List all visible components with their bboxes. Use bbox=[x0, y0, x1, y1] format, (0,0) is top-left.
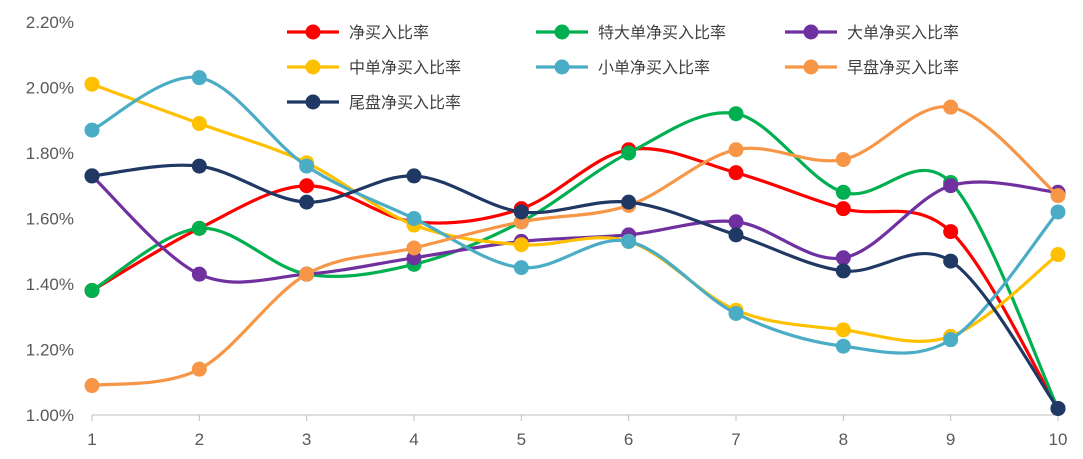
data-point bbox=[406, 211, 422, 226]
data-point bbox=[84, 168, 100, 184]
legend-swatch-marker bbox=[803, 24, 819, 40]
legend-item: 净买入比率 bbox=[287, 23, 429, 42]
y-tick-label: 1.40% bbox=[26, 275, 74, 294]
series-line-4 bbox=[90, 82, 1060, 343]
legend-item: 中单净买入比率 bbox=[287, 58, 461, 77]
data-point bbox=[299, 158, 315, 174]
data-point bbox=[621, 145, 637, 161]
data-point bbox=[728, 165, 744, 181]
legend-item: 特大单净买入比率 bbox=[536, 23, 726, 42]
legend-swatch-marker bbox=[554, 59, 570, 75]
data-point bbox=[621, 233, 637, 249]
data-point bbox=[1050, 204, 1066, 220]
data-point bbox=[835, 338, 851, 354]
data-point bbox=[299, 266, 315, 282]
data-point bbox=[299, 194, 315, 210]
data-point bbox=[943, 332, 959, 348]
legend-label: 尾盘净买入比率 bbox=[349, 93, 461, 112]
data-point bbox=[728, 106, 744, 122]
data-point bbox=[84, 122, 100, 138]
x-tick-label: 7 bbox=[731, 430, 740, 449]
y-tick-label: 1.80% bbox=[26, 144, 74, 163]
series-line-1 bbox=[90, 147, 1060, 411]
data-point bbox=[299, 178, 315, 194]
legend-swatch-marker bbox=[554, 24, 570, 40]
x-tick-label: 9 bbox=[946, 430, 955, 449]
y-tick-label: 2.00% bbox=[26, 79, 74, 98]
data-point bbox=[835, 152, 851, 168]
data-point bbox=[513, 260, 529, 276]
data-point bbox=[728, 214, 744, 230]
series-line-2 bbox=[90, 111, 1060, 411]
x-tick-label: 1 bbox=[87, 430, 96, 449]
data-point bbox=[191, 220, 207, 236]
legend-item: 尾盘净买入比率 bbox=[287, 93, 461, 112]
data-point bbox=[84, 378, 100, 394]
x-tick-label: 2 bbox=[195, 430, 204, 449]
data-point bbox=[835, 184, 851, 200]
data-point bbox=[835, 263, 851, 279]
data-point bbox=[406, 168, 422, 184]
x-tick-label: 4 bbox=[409, 430, 418, 449]
axes: 1 2 3 4 5 6 7 8 9 10 1.00% 1.20% 1.40% 1.60% 1.80% 2.00… bbox=[26, 13, 1068, 449]
y-tick-label: 1.00% bbox=[26, 406, 74, 425]
data-point bbox=[835, 201, 851, 217]
legend-label: 小单净买入比率 bbox=[598, 58, 710, 77]
legend-label: 净买入比率 bbox=[349, 23, 429, 42]
data-point bbox=[84, 76, 100, 92]
data-point bbox=[191, 116, 207, 132]
data-point bbox=[191, 361, 207, 377]
data-point bbox=[728, 305, 744, 321]
data-point bbox=[513, 237, 529, 253]
legend-swatch-marker bbox=[305, 24, 321, 40]
legend-item: 早盘净买入比率 bbox=[785, 58, 959, 77]
x-tick-label: 10 bbox=[1049, 430, 1068, 449]
legend-label: 特大单净买入比率 bbox=[598, 23, 726, 42]
data-point bbox=[943, 253, 959, 269]
legend-swatch-marker bbox=[305, 94, 321, 110]
data-point bbox=[191, 266, 207, 282]
y-tick-label: 2.20% bbox=[26, 13, 74, 32]
series-line-7 bbox=[90, 163, 1060, 411]
data-point bbox=[1050, 400, 1066, 416]
data-point bbox=[943, 178, 959, 194]
x-tick-label: 8 bbox=[839, 430, 848, 449]
legend-label: 大单净买入比率 bbox=[847, 23, 959, 42]
data-point bbox=[835, 322, 851, 338]
data-point bbox=[191, 158, 207, 174]
legend-item: 大单净买入比率 bbox=[785, 23, 959, 42]
legend-label: 早盘净买入比率 bbox=[847, 58, 959, 77]
series-line-3 bbox=[90, 174, 1060, 284]
data-point bbox=[84, 283, 100, 299]
x-tick-label: 5 bbox=[517, 430, 526, 449]
data-point bbox=[943, 224, 959, 240]
x-tick-label: 6 bbox=[624, 430, 633, 449]
data-point bbox=[835, 250, 851, 266]
series-lines bbox=[84, 70, 1066, 416]
y-tick-label: 1.60% bbox=[26, 210, 74, 229]
data-point bbox=[728, 227, 744, 243]
legend-item: 小单净买入比率 bbox=[536, 58, 710, 77]
y-tick-label: 1.20% bbox=[26, 341, 74, 360]
data-point bbox=[1050, 188, 1066, 204]
data-point bbox=[943, 99, 959, 115]
data-point bbox=[1050, 247, 1066, 263]
legend-swatch-marker bbox=[803, 59, 819, 75]
data-point bbox=[728, 142, 744, 158]
data-point bbox=[191, 70, 207, 86]
data-point bbox=[621, 194, 637, 210]
series-line-6 bbox=[90, 105, 1060, 388]
data-point bbox=[406, 240, 422, 256]
series-line-5 bbox=[90, 75, 1060, 355]
data-point bbox=[513, 204, 529, 220]
legend-swatch-marker bbox=[305, 59, 321, 75]
legend-label: 中单净买入比率 bbox=[349, 58, 461, 77]
x-tick-label: 3 bbox=[302, 430, 311, 449]
